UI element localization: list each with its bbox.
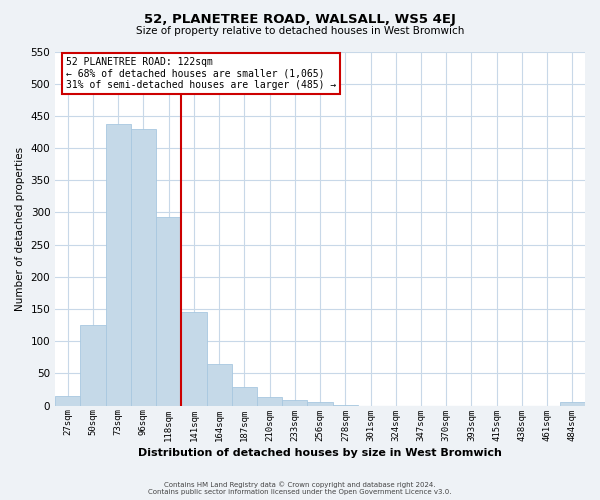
Text: Contains HM Land Registry data © Crown copyright and database right 2024.: Contains HM Land Registry data © Crown c… — [164, 481, 436, 488]
Bar — [232, 387, 257, 406]
Bar — [55, 396, 80, 406]
Text: 52 PLANETREE ROAD: 122sqm
← 68% of detached houses are smaller (1,065)
31% of se: 52 PLANETREE ROAD: 122sqm ← 68% of detac… — [66, 57, 336, 90]
Bar — [282, 400, 307, 406]
Bar — [307, 402, 332, 406]
Y-axis label: Number of detached properties: Number of detached properties — [15, 146, 25, 310]
Bar — [206, 364, 232, 406]
Text: 52, PLANETREE ROAD, WALSALL, WS5 4EJ: 52, PLANETREE ROAD, WALSALL, WS5 4EJ — [144, 12, 456, 26]
Text: Size of property relative to detached houses in West Bromwich: Size of property relative to detached ho… — [136, 26, 464, 36]
Bar — [332, 405, 358, 406]
Bar — [181, 312, 206, 406]
X-axis label: Distribution of detached houses by size in West Bromwich: Distribution of detached houses by size … — [138, 448, 502, 458]
Bar — [156, 217, 181, 406]
Bar — [106, 124, 131, 406]
Bar — [560, 402, 585, 406]
Bar — [131, 128, 156, 406]
Text: Contains public sector information licensed under the Open Government Licence v3: Contains public sector information licen… — [148, 489, 452, 495]
Bar — [80, 325, 106, 406]
Bar — [257, 397, 282, 406]
